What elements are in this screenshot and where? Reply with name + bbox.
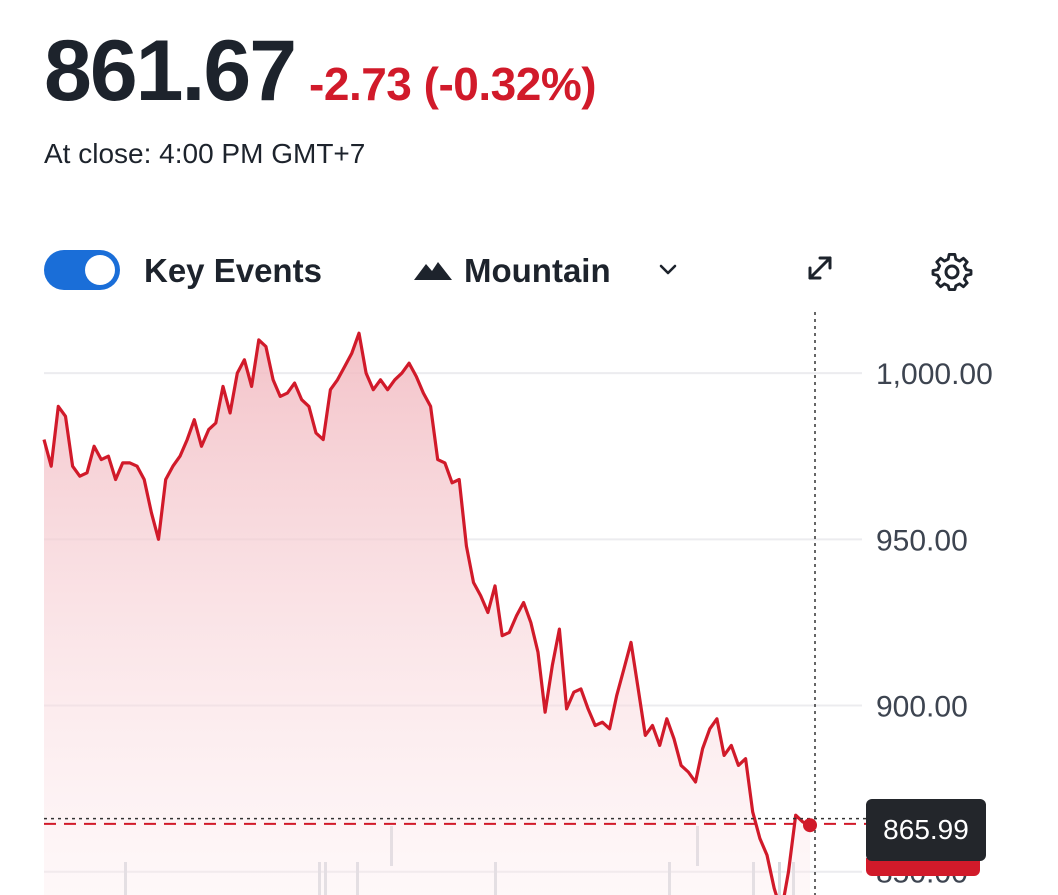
chart-toolbar: Key Events Mountain — [44, 246, 984, 296]
volume-bar — [778, 862, 781, 895]
price-change: -2.73 (-0.32%) — [309, 58, 597, 110]
price-line — [42, 331, 811, 895]
y-tick-label: 1,000.00 — [876, 358, 993, 391]
y-tick-label: 950.00 — [876, 524, 968, 557]
y-tick-label: 900.00 — [876, 691, 968, 724]
price-tag-accent — [866, 858, 980, 876]
mountain-icon[interactable] — [414, 258, 454, 287]
close-time: At close: 4:00 PM GMT+7 — [44, 138, 366, 169]
toggle-knob — [85, 255, 115, 285]
quote-header: 861.67 -2.73 (-0.32%) — [44, 23, 597, 119]
price-area — [44, 333, 810, 895]
gear-icon[interactable] — [930, 250, 974, 299]
last-point-marker — [803, 818, 817, 833]
chart-type-dropdown[interactable]: Mountain — [464, 252, 611, 289]
key-events-label[interactable]: Key Events — [144, 252, 322, 289]
current-value-tag: 865.99 — [866, 799, 986, 861]
current-price: 861.67 — [44, 23, 297, 119]
expand-icon[interactable] — [802, 250, 838, 291]
key-events-toggle[interactable] — [44, 250, 120, 290]
chevron-down-icon[interactable] — [656, 258, 680, 287]
